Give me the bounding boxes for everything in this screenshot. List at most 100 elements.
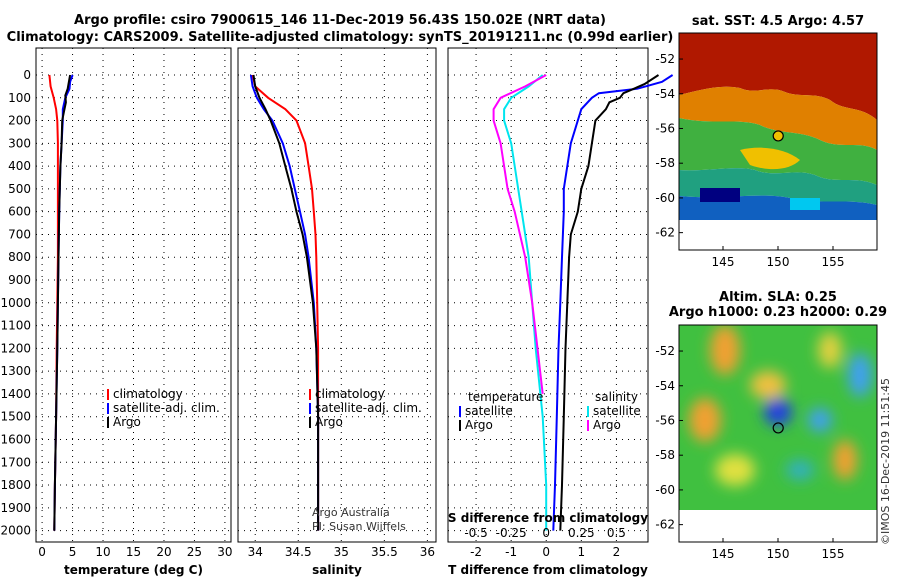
legend-entry: satellite xyxy=(593,404,641,418)
tick-label-x: 2 xyxy=(613,545,621,559)
map-tick-label-x: 145 xyxy=(712,547,735,561)
tick-label-depth: 100 xyxy=(8,91,31,105)
tick-label-x: 35.5 xyxy=(371,545,398,559)
panel-frame-difference xyxy=(447,47,649,543)
tick-label-x: 36 xyxy=(420,545,435,559)
map-tick-label-y: -60 xyxy=(655,483,675,497)
sst-map-title: sat. SST: 4.5 Argo: 4.57 xyxy=(692,14,864,29)
tick-label-x: 10 xyxy=(95,545,110,559)
sla-map: Altim. SLA: 0.25 Argo h1000: 0.23 h2000:… xyxy=(655,290,887,561)
tick-label-depth: 2000 xyxy=(0,524,31,538)
attribution-2: PI: Susan Wijffels xyxy=(312,520,406,533)
axis-label-salinity: salinity xyxy=(312,563,362,577)
series-line-difference-1 xyxy=(559,74,660,531)
legend-salinity-title: salinity xyxy=(595,390,638,404)
tick-label-depth: 900 xyxy=(8,273,31,287)
map-tick-label-y: -58 xyxy=(655,448,675,462)
map-tick-label-y: -52 xyxy=(655,52,675,66)
tick-label-depth: 200 xyxy=(8,114,31,128)
legend-entry: satellite xyxy=(465,404,513,418)
title-line-2: Climatology: CARS2009. Satellite-adjuste… xyxy=(7,30,674,45)
series-line-difference-3 xyxy=(492,74,547,395)
secondary-axis-label: S difference from climatology xyxy=(448,511,648,525)
tick-label-x: 15 xyxy=(126,545,141,559)
series-line-difference-2 xyxy=(503,74,548,531)
tick-label-depth: 1700 xyxy=(0,455,31,469)
map-tick-label-x: 150 xyxy=(767,547,790,561)
tick-label-depth: 500 xyxy=(8,182,31,196)
profile-panels: 0 5 10 15 20 25 300100200300400500600700800900… xyxy=(0,47,674,577)
tick-label-x: 30 xyxy=(217,545,232,559)
legend-entry: Argo xyxy=(113,415,141,429)
tick-label-depth: 1300 xyxy=(0,364,31,378)
tick-label-depth: 1200 xyxy=(0,341,31,355)
tick-label-depth: 700 xyxy=(8,227,31,241)
tick-label-depth: 0 xyxy=(23,68,31,82)
panel-temperature: 0 5 10 15 20 25 300100200300400500600700800900… xyxy=(0,47,233,577)
map-tick-label-y: -56 xyxy=(655,121,675,135)
sla-map-field xyxy=(679,325,877,542)
tick-label-depth: 800 xyxy=(8,250,31,264)
imos-stamp: ©IMOS 16-Dec-2019 11:51:45 xyxy=(879,378,892,545)
map-tick-label-y: -62 xyxy=(655,518,675,532)
map-tick-label-y: -52 xyxy=(655,344,675,358)
legend-entry: Argo xyxy=(593,418,621,432)
map-tick-label-y: -56 xyxy=(655,413,675,427)
sla-profile-marker xyxy=(772,422,784,434)
legend-entry: climatology xyxy=(113,387,183,401)
legend-entry: Argo xyxy=(315,415,343,429)
map-tick-label-x: 145 xyxy=(712,255,735,269)
tick-label-depth: 300 xyxy=(8,136,31,150)
legend-entry: satellite-adj. clim. xyxy=(315,401,422,415)
title-line-1: Argo profile: csiro 7900615_146 11-Dec-2… xyxy=(74,13,606,28)
tick-label-x: 1 xyxy=(578,545,586,559)
tick-label-depth: 400 xyxy=(8,159,31,173)
secondary-tick-label: 0.25 xyxy=(568,526,595,540)
map-tick-label-y: -54 xyxy=(655,87,675,101)
tick-label-depth: 1600 xyxy=(0,432,31,446)
map-tick-label-x: 155 xyxy=(822,547,845,561)
tick-label-x: 34.5 xyxy=(285,545,312,559)
panel-difference: -2 -1 0 1 2 S difference from climatology-0.5… xyxy=(447,47,674,577)
map-tick-label-x: 155 xyxy=(822,255,845,269)
series-line-temperature-0 xyxy=(48,74,59,531)
panel-salinity: 34 34.5 35 35.5 36 salinity climatologysatelli… xyxy=(237,47,437,577)
legend-entry: climatology xyxy=(315,387,385,401)
map-tick-label-y: -60 xyxy=(655,191,675,205)
secondary-tick-label: -0.25 xyxy=(496,526,527,540)
tick-label-x: 20 xyxy=(156,545,171,559)
tick-label-x: 35 xyxy=(334,545,349,559)
secondary-tick-label: 0 xyxy=(542,526,550,540)
panel-frame-salinity xyxy=(237,47,437,543)
series-line-temperature-2 xyxy=(53,74,72,531)
tick-label-depth: 1900 xyxy=(0,501,31,515)
tick-label-x: 5 xyxy=(69,545,77,559)
tick-label-x: -2 xyxy=(470,545,482,559)
map-tick-label-x: 150 xyxy=(767,255,790,269)
map-tick-label-y: -54 xyxy=(655,379,675,393)
attribution-1: Argo Australia xyxy=(312,506,390,519)
tick-label-depth: 1500 xyxy=(0,410,31,424)
map-tick-label-y: -58 xyxy=(655,156,675,170)
map-tick-label-y: -62 xyxy=(655,226,675,240)
legend-entry: satellite-adj. clim. xyxy=(113,401,220,415)
secondary-tick-label: 0.5 xyxy=(607,526,626,540)
tick-label-depth: 600 xyxy=(8,205,31,219)
tick-label-depth: 1400 xyxy=(0,387,31,401)
series-line-salinity-1 xyxy=(249,74,320,531)
sst-map: sat. SST: 4.5 Argo: 4.57 145 150 155 -52 -54… xyxy=(655,14,878,269)
tick-label-x: 0 xyxy=(38,545,46,559)
sst-profile-marker xyxy=(772,130,784,142)
legend-temperature-title: temperature xyxy=(468,390,543,404)
tick-label-x: 25 xyxy=(187,545,202,559)
sla-map-title-1: Altim. SLA: 0.25 xyxy=(719,290,837,305)
axis-label-difference: T difference from climatology xyxy=(448,563,648,577)
tick-label-depth: 1000 xyxy=(0,296,31,310)
series-line-salinity-2 xyxy=(252,74,320,531)
axis-label-temperature: temperature (deg C) xyxy=(64,563,203,577)
secondary-tick-label: -0.5 xyxy=(464,526,487,540)
sla-map-title-2: Argo h1000: 0.23 h2000: 0.29 xyxy=(669,305,887,320)
tick-label-x: -1 xyxy=(505,545,517,559)
tick-label-depth: 1100 xyxy=(0,319,31,333)
